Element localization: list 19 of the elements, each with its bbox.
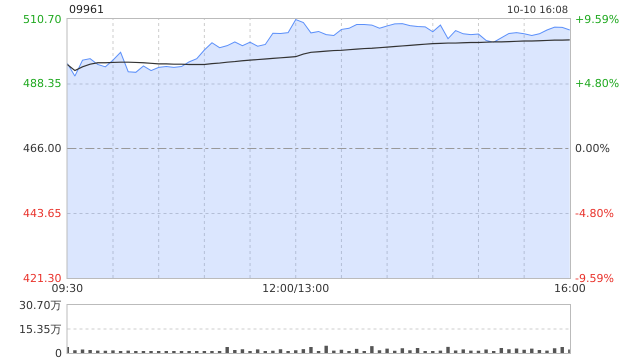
y2-tick-label: -9.59% — [575, 272, 614, 285]
y-tick-label: 0 — [55, 347, 62, 360]
x-tick-label: 12:00/13:00 — [262, 282, 330, 296]
chart-title: 09961 — [69, 3, 104, 16]
x-tick-label: 09:30 — [51, 282, 84, 296]
y-tick-label: 30.70万 — [19, 299, 62, 312]
text: 10-10 16:08 — [507, 5, 568, 16]
y2-tick-label: 0.00% — [575, 142, 610, 155]
line-series — [67, 39, 570, 72]
y-tick-label: 421.30 — [23, 272, 62, 285]
x-tick-label: 16:00 — [554, 282, 586, 296]
y2-tick-label: +4.80% — [575, 77, 620, 90]
y-tick-label: 443.65 — [23, 207, 62, 220]
y2-tick-label: +9.59% — [575, 13, 620, 26]
y-tick-label: 488.35 — [23, 77, 62, 90]
y2-tick-label: -4.80% — [575, 207, 614, 220]
y-tick-label: 466.00 — [23, 142, 62, 155]
y-tick-label: 15.35万 — [19, 323, 62, 336]
y-tick-label: 510.70 — [23, 13, 62, 26]
